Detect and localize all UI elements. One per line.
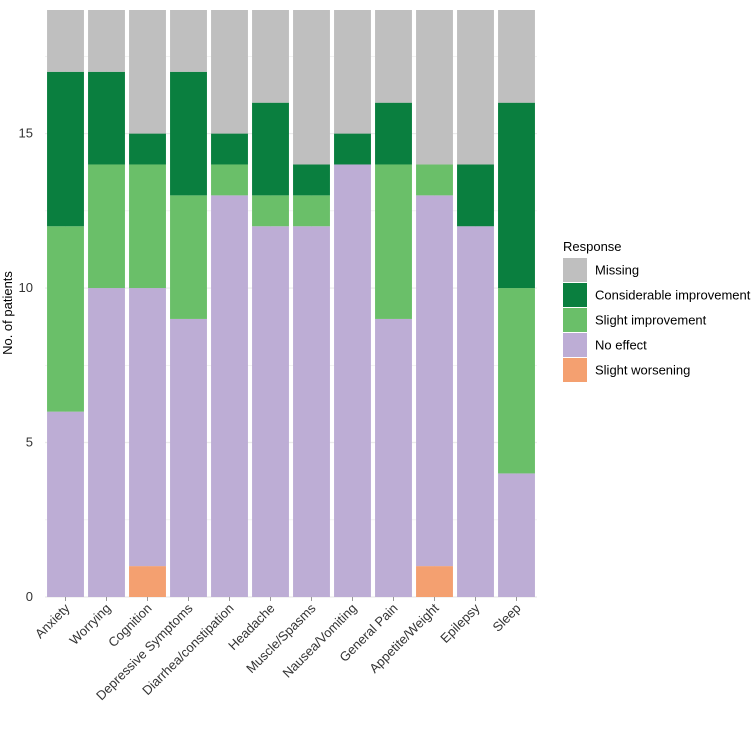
- bar-slight-improvement-cognition: [129, 164, 166, 289]
- y-tick-label: 5: [26, 435, 33, 450]
- legend-swatch-slight-worsening: [563, 358, 587, 382]
- bar-no-effect-general-pain: [375, 318, 412, 597]
- bars: [47, 10, 535, 598]
- legend-swatch-missing: [563, 258, 587, 282]
- bar-considerable-improvement-muscle-spasms: [293, 164, 330, 196]
- bar-missing-headache: [252, 10, 289, 103]
- bar-slight-improvement-muscle-spasms: [293, 195, 330, 227]
- bar-slight-improvement-diarrhea-constipation: [211, 164, 248, 196]
- legend-swatch-slight-improvement: [563, 308, 587, 332]
- bar-no-effect-muscle-spasms: [293, 226, 330, 597]
- bar-slight-improvement-worrying: [88, 164, 125, 289]
- bar-no-effect-epilepsy: [457, 226, 494, 597]
- bar-no-effect-nausea-vomiting: [334, 164, 371, 597]
- bar-slight-worsening-appetite-weight: [416, 566, 453, 597]
- bar-missing-diarrhea-constipation: [211, 10, 248, 134]
- bar-missing-muscle-spasms: [293, 10, 330, 165]
- bar-missing-depressive-symptoms: [170, 10, 207, 72]
- legend-label-considerable-improvement: Considerable improvement: [595, 288, 751, 303]
- bar-missing-appetite-weight: [416, 10, 453, 165]
- bar-no-effect-appetite-weight: [416, 195, 453, 567]
- bar-no-effect-cognition: [129, 288, 166, 567]
- legend-label-slight-improvement: Slight improvement: [595, 313, 707, 328]
- y-tick-label: 0: [26, 589, 33, 604]
- legend-title: Response: [563, 239, 622, 254]
- bar-slight-improvement-general-pain: [375, 164, 412, 319]
- bar-missing-anxiety: [47, 10, 84, 72]
- bar-no-effect-sleep: [498, 473, 535, 597]
- bar-slight-worsening-cognition: [129, 566, 166, 597]
- legend-label-missing: Missing: [595, 263, 639, 278]
- y-tick-label: 15: [19, 126, 33, 141]
- bar-slight-improvement-depressive-symptoms: [170, 195, 207, 319]
- y-tick-label: 10: [19, 280, 33, 295]
- bar-missing-general-pain: [375, 10, 412, 103]
- bar-missing-nausea-vomiting: [334, 10, 371, 134]
- bar-considerable-improvement-anxiety: [47, 71, 84, 227]
- y-axis: 0 5 10 15: [19, 126, 33, 604]
- bar-no-effect-depressive-symptoms: [170, 318, 207, 597]
- legend-label-slight-worsening: Slight worsening: [595, 363, 690, 378]
- bar-slight-improvement-headache: [252, 195, 289, 227]
- bar-slight-improvement-appetite-weight: [416, 164, 453, 196]
- bar-no-effect-headache: [252, 226, 289, 597]
- legend-swatch-no-effect: [563, 333, 587, 357]
- bar-no-effect-diarrhea-constipation: [211, 195, 248, 598]
- legend-swatch-considerable-improvement: [563, 283, 587, 307]
- bar-slight-improvement-anxiety: [47, 226, 84, 412]
- bar-considerable-improvement-depressive-symptoms: [170, 71, 207, 196]
- bar-missing-epilepsy: [457, 10, 494, 165]
- bar-considerable-improvement-nausea-vomiting: [334, 133, 371, 165]
- bar-considerable-improvement-worrying: [88, 71, 125, 165]
- legend: Response Missing Considerable improvement…: [563, 239, 751, 382]
- y-axis-title: No. of patients: [0, 271, 15, 355]
- bar-considerable-improvement-sleep: [498, 102, 535, 289]
- bar-considerable-improvement-diarrhea-constipation: [211, 133, 248, 165]
- bar-considerable-improvement-general-pain: [375, 102, 412, 165]
- bar-considerable-improvement-headache: [252, 102, 289, 196]
- bar-considerable-improvement-cognition: [129, 133, 166, 165]
- bar-slight-improvement-sleep: [498, 288, 535, 474]
- bar-missing-worrying: [88, 10, 125, 72]
- bar-no-effect-anxiety: [47, 411, 84, 597]
- legend-label-no-effect: No effect: [595, 338, 647, 353]
- bar-missing-sleep: [498, 10, 535, 103]
- bar-considerable-improvement-epilepsy: [457, 164, 494, 227]
- bar-missing-cognition: [129, 10, 166, 134]
- bar-no-effect-worrying: [88, 288, 125, 597]
